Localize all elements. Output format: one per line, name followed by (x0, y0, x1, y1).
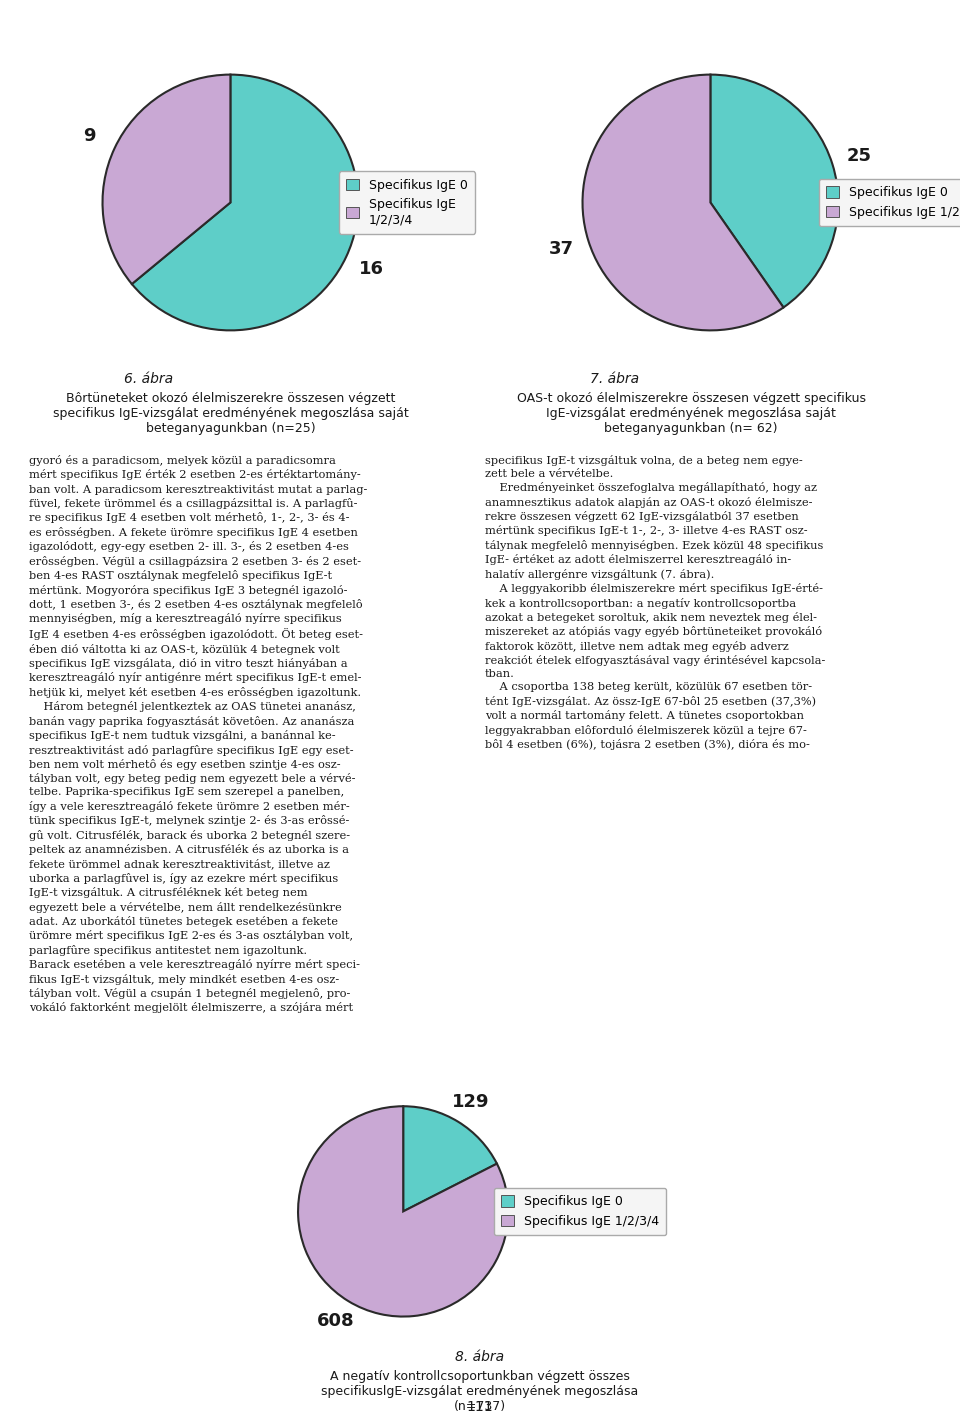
Wedge shape (583, 75, 783, 330)
Text: A negatív kontrollcsoportunkban végzett összes
specifikuslgE-vizsgálat eredményé: A negatív kontrollcsoportunkban végzett … (322, 1370, 638, 1412)
Text: 7. ábra: 7. ábra (589, 372, 639, 387)
Text: 37: 37 (549, 240, 574, 259)
Text: OAS-t okozó élelmiszerekre összesen végzett specifikus
IgE-vizsgálat eredményéne: OAS-t okozó élelmiszerekre összesen végz… (516, 392, 866, 435)
Legend: Specifikus IgE 0, Specifikus IgE
1/2/3/4: Specifikus IgE 0, Specifikus IgE 1/2/3/4 (339, 172, 475, 233)
Text: 6. ábra: 6. ábra (124, 372, 174, 387)
Text: 9: 9 (83, 126, 95, 145)
Wedge shape (132, 75, 358, 330)
Text: specifikus IgE-t vizsgáltuk volna, de a beteg nem egye-
zett bele a vérvételbe.
: specifikus IgE-t vizsgáltuk volna, de a … (485, 455, 826, 750)
Wedge shape (710, 75, 838, 307)
Text: gyoró és a paradicsom, melyek közül a paradicsomra
mért specifikus IgE érték 2 e: gyoró és a paradicsom, melyek közül a pa… (29, 455, 367, 1013)
Text: 129: 129 (451, 1093, 489, 1111)
Wedge shape (403, 1106, 497, 1211)
Legend: Specifikus IgE 0, Specifikus IgE 1/2/3/4: Specifikus IgE 0, Specifikus IgE 1/2/3/4 (493, 1188, 666, 1235)
Text: 16: 16 (359, 260, 384, 279)
Text: 111: 111 (467, 1400, 493, 1414)
Text: 608: 608 (318, 1312, 355, 1330)
Text: 25: 25 (847, 146, 872, 165)
Wedge shape (298, 1106, 509, 1316)
Text: 8. ábra: 8. ábra (455, 1350, 505, 1364)
Text: Bôrtüneteket okozó élelmiszerekre összesen végzett
specifikus IgE-vizsgálat ered: Bôrtüneteket okozó élelmiszerekre összes… (53, 392, 408, 435)
Wedge shape (103, 75, 230, 284)
Legend: Specifikus IgE 0, Specifikus IgE 1/2/3/4: Specifikus IgE 0, Specifikus IgE 1/2/3/4 (819, 179, 960, 226)
